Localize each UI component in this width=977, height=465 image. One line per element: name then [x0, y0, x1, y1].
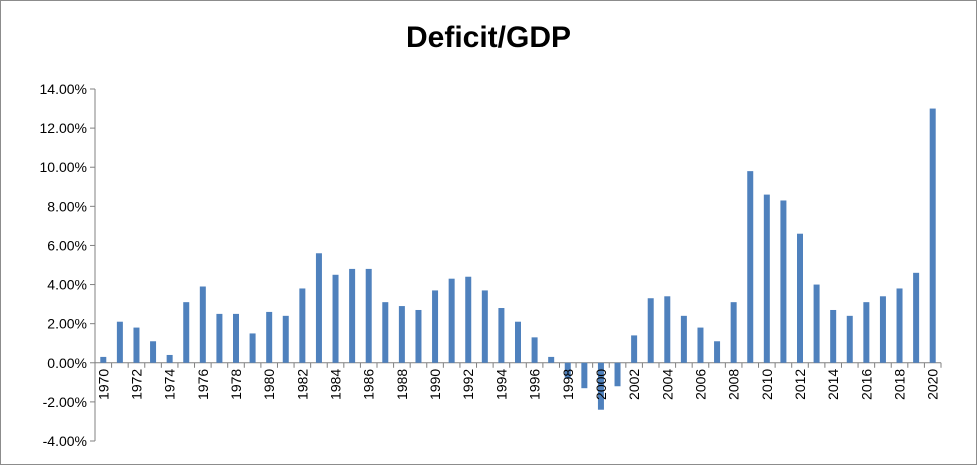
bar-1979	[249, 333, 256, 363]
x-tick-label: 1996	[527, 369, 543, 400]
x-tick-label: 2000	[593, 369, 609, 400]
bar-2003	[647, 298, 654, 363]
bar-1984	[332, 274, 339, 363]
y-tick-label: 2.00%	[47, 316, 87, 332]
y-tick-label: 10.00%	[40, 159, 87, 175]
bar-2001	[614, 362, 621, 387]
bar-2008	[730, 302, 737, 363]
y-tick-label: 8.00%	[47, 198, 87, 214]
y-tick-label: 4.00%	[47, 277, 87, 293]
bar-2002	[631, 335, 638, 363]
bar-1991	[448, 278, 455, 363]
bar-2013	[813, 284, 820, 363]
bar-1982	[299, 288, 306, 363]
bar-1988	[398, 306, 405, 363]
bar-2014	[830, 309, 837, 363]
x-tick-label: 2014	[825, 369, 841, 400]
bar-1971	[116, 321, 123, 363]
y-tick-label: -4.00%	[43, 433, 87, 449]
y-tick-label: 14.00%	[40, 81, 87, 97]
y-tick-label: -2.00%	[43, 394, 87, 410]
y-tick-label: 12.00%	[40, 120, 87, 136]
x-tick-label: 2002	[626, 369, 642, 400]
bar-1976	[199, 286, 206, 363]
x-tick-label: 1970	[95, 369, 111, 400]
bar-1994	[498, 308, 505, 363]
bar-2019	[913, 272, 920, 363]
bar-1983	[315, 253, 322, 363]
x-tick-label: 2012	[792, 369, 808, 400]
bar-1999	[581, 362, 588, 389]
bar-2015	[846, 315, 853, 363]
x-tick-label: 2018	[892, 369, 908, 400]
x-tick-label: 1990	[427, 369, 443, 400]
x-tick-label: 1980	[261, 369, 277, 400]
x-tick-label: 1978	[228, 369, 244, 400]
bar-1987	[382, 302, 389, 363]
x-tick-label: 1976	[195, 369, 211, 400]
bar-2012	[797, 233, 803, 363]
y-tick-label: 6.00%	[47, 237, 87, 253]
bar-1990	[432, 290, 439, 363]
bar-1989	[415, 309, 422, 363]
bar-2004	[664, 296, 671, 363]
x-tick-label: 1972	[128, 369, 144, 400]
x-tick-label: 1994	[493, 369, 509, 400]
x-tick-label: 1984	[328, 369, 344, 400]
bar-1974	[166, 354, 173, 363]
bar-2009	[747, 171, 754, 363]
x-tick-label: 2010	[759, 369, 775, 400]
bar-1995	[515, 321, 521, 363]
y-tick-label: 0.00%	[47, 355, 87, 371]
x-tick-label: 1998	[560, 369, 576, 400]
bar-1996	[531, 337, 538, 363]
bar-1980	[266, 311, 273, 363]
bar-1972	[133, 327, 140, 363]
x-tick-label: 2004	[659, 369, 675, 400]
bar-2005	[680, 315, 687, 363]
bar-1978	[233, 313, 239, 363]
bar-2016	[863, 302, 870, 363]
x-tick-label: 1974	[162, 369, 178, 400]
bar-1970	[100, 356, 107, 363]
bar-2007	[714, 341, 721, 363]
x-tick-label: 1986	[361, 369, 377, 400]
bar-2011	[780, 200, 787, 363]
chart-title: Deficit/GDP	[405, 21, 572, 54]
bar-1993	[481, 290, 488, 363]
bar-1975	[183, 302, 190, 363]
bar-1985	[349, 268, 356, 363]
x-tick-label: 2016	[858, 369, 874, 400]
bar-1998	[564, 362, 571, 379]
x-tick-label: 1992	[460, 369, 476, 400]
x-tick-label: 2006	[692, 369, 708, 400]
x-tick-label: 2020	[925, 369, 941, 400]
x-tick-label: 2008	[726, 369, 742, 400]
bar-1997	[548, 356, 555, 363]
bar-1977	[216, 313, 223, 363]
bar-1981	[282, 315, 289, 363]
x-tick-label: 1982	[294, 369, 310, 400]
bar-2018	[896, 288, 903, 363]
bar-2000	[597, 362, 604, 410]
bar-1992	[465, 276, 472, 363]
x-tick-label: 1988	[394, 369, 410, 400]
bar-2010	[763, 194, 770, 363]
bar-2006	[697, 327, 704, 363]
bar-2020	[929, 108, 936, 363]
bar-1973	[150, 341, 157, 363]
bar-2017	[879, 296, 886, 363]
bar-1986	[365, 268, 372, 363]
